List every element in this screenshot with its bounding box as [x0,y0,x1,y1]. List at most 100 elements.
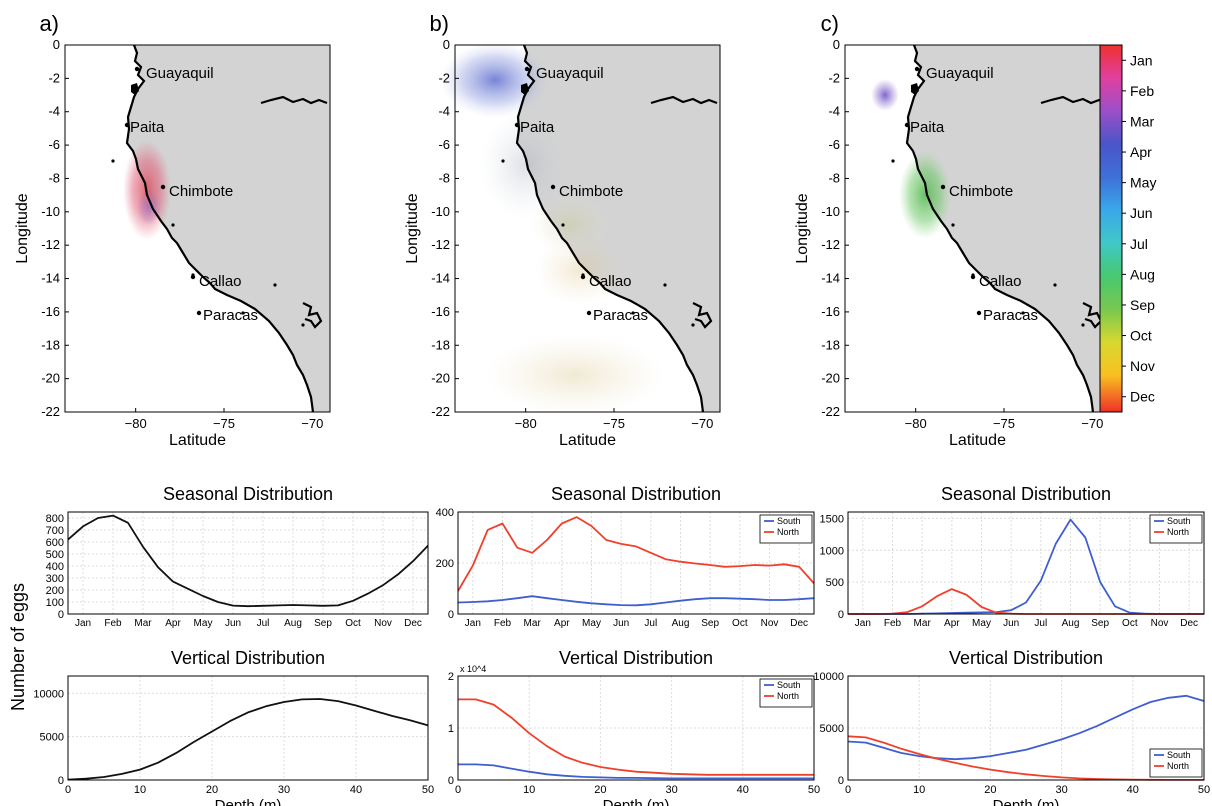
x-tick-label: 10 [134,784,146,796]
y-tick-label: 0 [448,609,454,621]
x-tick-label: Jan [75,618,91,629]
plot-frame [847,675,1205,781]
legend-box [1149,748,1203,778]
map-panel-b: 0 -2 -4 -6 -8 -10 -12 -14 -16 -18 -20 -22 −80 −75 −70 L… [404,11,721,449]
line-chart: 0 10 20 30 40 50 0 5000 10000 Vertical Distributi… [813,648,1210,806]
y-tick-label: -14 [431,271,450,286]
legend-label: South [777,516,801,526]
legend-label: North [777,691,799,701]
x-tick-label: Jul [257,618,270,629]
egg-density-cloud [535,235,625,305]
y-tick-label: -8 [828,170,840,185]
y-tick-label: 500 [46,549,64,561]
city-label: Paracas [983,307,1038,324]
island-dot [631,311,635,315]
chart-title: Seasonal Distribution [163,484,333,504]
map-panel-c: 0 -2 -4 -6 -8 -10 -12 -14 -16 -18 -20 -22 −80 −75 −70 L… [794,11,1111,449]
line-chart: 0 10 20 30 40 50 0 5000 10000 Vertical Distributi… [33,648,434,806]
y-tick-label: -22 [431,404,450,419]
legend-box [1149,514,1203,544]
gulf-island [521,83,529,95]
land-area [127,45,330,412]
island-dot [171,223,175,227]
x-tick-label: May [972,618,991,629]
x-tick-label: 0 [65,784,71,796]
colorbar-label: Feb [1130,83,1154,99]
colorbar-label: Jan [1130,52,1153,68]
y-tick-label: -14 [821,271,840,286]
chart-title: Vertical Distribution [559,648,713,668]
y-tick-label: -16 [41,304,60,319]
y-tick-label: -4 [828,104,840,119]
y-tick-label: -6 [438,137,450,152]
y-scale-label: x 10^4 [460,664,486,674]
x-axis-label: Latitude [949,432,1006,449]
x-tick-label: Apr [554,618,570,629]
border-line [260,95,328,105]
y-tick-label: -16 [431,304,450,319]
y-tick-label: -12 [431,237,450,252]
y-tick-label: 400 [46,561,64,573]
legend-box [759,514,813,544]
x-tick-label: 20 [984,784,996,796]
x-axis-label: Latitude [559,432,616,449]
city-label: Paracas [203,307,258,324]
x-tick-label: −75 [993,416,1015,431]
y-tick-label: 200 [436,558,454,570]
series-south-line [457,595,815,607]
city-label: Callao [979,273,1022,290]
city-label: Guayaquil [146,65,214,82]
y-tick-label: 700 [46,525,64,537]
x-tick-label: 50 [1198,784,1210,796]
line-chart: 0 10 20 30 40 50 0 1 2 x 10^4 Vertical Distributio… [448,648,820,806]
island-dot [663,283,667,287]
panel-label: a) [39,11,59,36]
x-tick-label: Jun [225,618,241,629]
x-tick-label: 40 [350,784,362,796]
y-tick-label: 1500 [820,513,844,525]
y-tick-label: 2 [448,671,454,683]
x-tick-label: −80 [125,416,147,431]
x-tick-label: Apr [165,618,181,629]
city-dot [580,274,586,280]
x-tick-label: Jul [1034,618,1047,629]
y-axis-label: Longitude [14,193,31,263]
x-tick-label: Jan [855,618,871,629]
x-tick-label: Nov [374,618,392,629]
line-chart: Jan Feb Mar Apr May Jun Jul Aug Sep Oct Nov Dec 0100… [46,484,429,629]
line-chart: Jan Feb Mar Apr May Jun Jul Aug Sep Oct Nov Dec 0 200… [436,484,815,629]
legend-label: South [777,680,801,690]
x-tick-label: 30 [278,784,290,796]
y-tick-label: 5000 [820,723,844,735]
x-tick-label: Feb [104,618,122,629]
y-tick-label: 10000 [813,671,844,683]
series-north-line [457,516,815,592]
city-dot [124,122,130,128]
legend-label: North [777,527,799,537]
colorbar-label: Mar [1130,113,1154,129]
x-tick-label: 30 [1055,784,1067,796]
colorbar-label: Jul [1130,236,1148,252]
city-dot [586,310,592,316]
y-tick-label: -6 [48,137,60,152]
x-tick-label: 10 [523,784,535,796]
x-tick-label: Oct [1122,618,1138,629]
y-tick-label: 0 [53,37,60,52]
y-tick-label: -20 [821,371,840,386]
x-tick-label: Mar [134,618,152,629]
y-axis-label: Longitude [794,193,811,263]
border-line [650,95,718,105]
y-tick-label: 10000 [33,688,64,700]
x-tick-label: 50 [422,784,434,796]
x-tick-label: Sep [701,618,719,629]
city-label: Callao [199,273,242,290]
y-tick-label: -2 [48,70,60,85]
colorbar-label: Oct [1130,328,1152,344]
y-tick-label: 600 [46,537,64,549]
city-label: Paita [910,119,945,136]
city-label: Callao [589,273,632,290]
city-label: Guayaquil [536,65,604,82]
x-tick-label: Aug [1062,618,1080,629]
y-tick-label: -2 [438,70,450,85]
